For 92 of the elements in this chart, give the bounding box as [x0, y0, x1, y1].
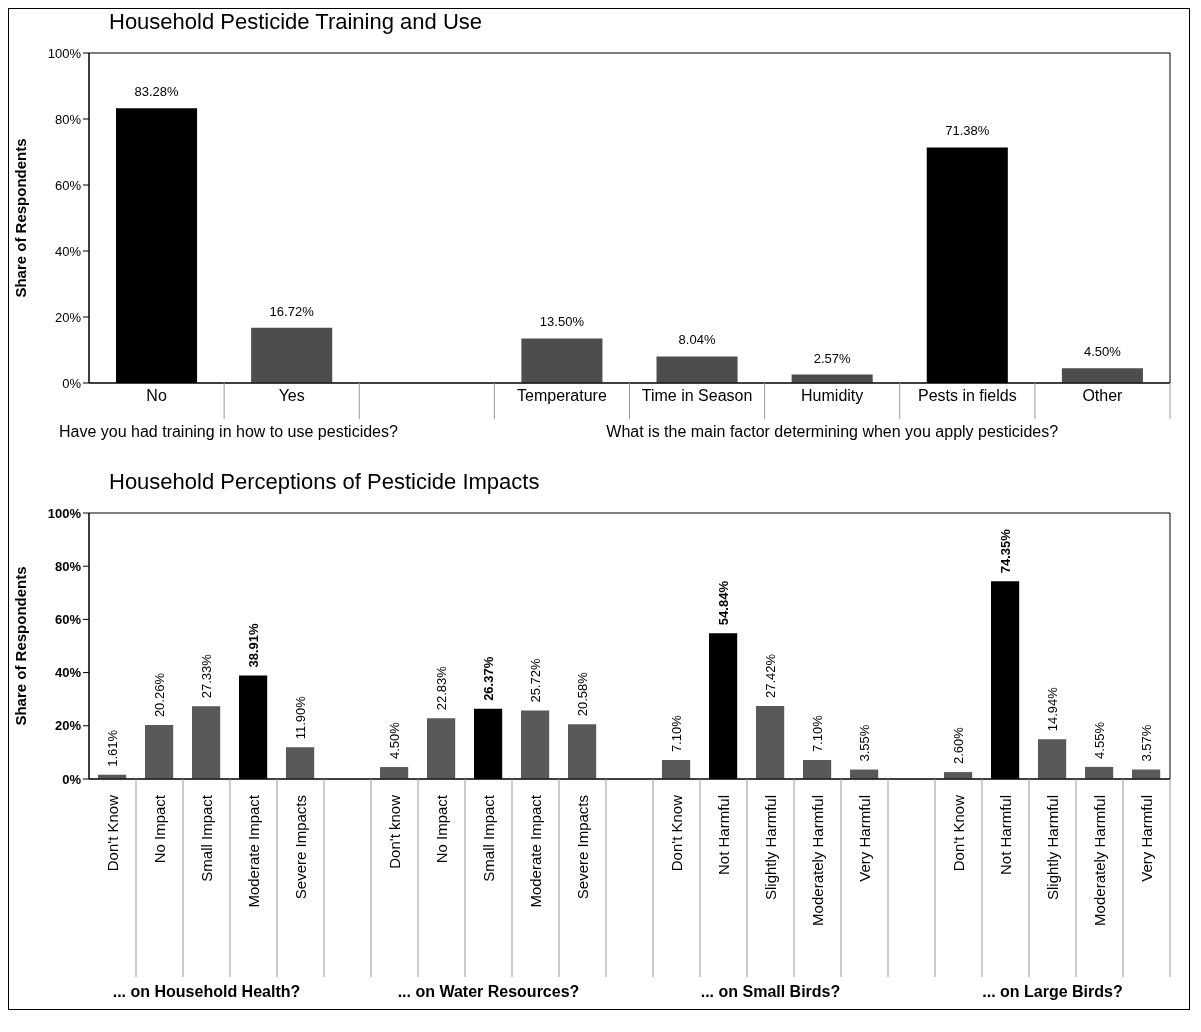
- y-tick-label: 20%: [54, 309, 82, 325]
- y-tick-label: 60%: [54, 612, 82, 628]
- text: ... on Large Birds?: [981, 983, 1124, 1001]
- data-label: 26.37%: [480, 656, 496, 701]
- x-tick-label: Temperature: [517, 387, 607, 404]
- data-label: 22.83%: [433, 665, 449, 711]
- x-tick-label: Moderate Impact: [527, 794, 544, 908]
- y-tick-label: 0%: [62, 771, 82, 787]
- text: Have you had training in how to use pesticides?: [59, 423, 398, 441]
- bar: [286, 747, 315, 779]
- data-label: 71.38%: [945, 123, 990, 139]
- data-label: 4.50%: [386, 721, 402, 760]
- y-tick-label: 40%: [54, 665, 82, 681]
- x-tick-label: Time in Season: [641, 387, 753, 404]
- y-tick-label: 0%: [62, 375, 82, 391]
- x-tick-label: No Impact: [433, 794, 450, 864]
- data-label: 7.10%: [809, 714, 825, 753]
- bar: [145, 725, 174, 779]
- bar: [1061, 368, 1143, 383]
- x-tick-label: Other: [1082, 387, 1124, 404]
- data-label: 38.91%: [245, 622, 261, 668]
- x-tick-label: Severe Impacts: [574, 795, 591, 900]
- y-tick-label: 100%: [47, 45, 82, 61]
- data-label: 7.10%: [668, 714, 684, 753]
- data-label: 20.26%: [151, 672, 167, 718]
- data-label: 74.35%: [997, 528, 1013, 574]
- data-label: 14.94%: [1044, 686, 1060, 732]
- data-label: 16.72%: [269, 303, 315, 319]
- data-label: 27.33%: [198, 653, 214, 699]
- x-tick-label: Pests in fields: [917, 387, 1017, 404]
- x-tick-label: Very Harmful: [1138, 795, 1155, 882]
- text: ... on Household Health?: [111, 983, 302, 1001]
- x-tick-label: Yes: [278, 387, 305, 404]
- x-tick-label: Slightly Harmful: [762, 795, 779, 901]
- chart-title: Household Pesticide Training and Use: [109, 9, 483, 35]
- data-label: 3.55%: [856, 724, 872, 762]
- bar: [1038, 739, 1067, 779]
- chart-title: Household Perceptions of Pesticide Impacts: [109, 469, 540, 495]
- data-label: 3.57%: [1138, 724, 1154, 762]
- bar: [251, 327, 333, 383]
- bar: [521, 338, 603, 383]
- bar: [803, 760, 832, 779]
- x-tick-label: Moderately Harmful: [809, 795, 826, 926]
- bar: [568, 724, 597, 779]
- text: What is the main factor determining when you apply pesticides?: [605, 423, 1060, 441]
- data-label: 54.84%: [715, 580, 731, 626]
- y-tick-label: 20%: [54, 718, 82, 734]
- x-tick-label: Not Harmful: [715, 795, 732, 876]
- data-label: 8.04%: [678, 332, 716, 348]
- x-tick-label: Moderately Harmful: [1091, 795, 1108, 926]
- data-label: 25.72%: [527, 658, 543, 703]
- x-tick-label: Don't Know: [104, 794, 121, 872]
- x-tick-label: Very Harmful: [856, 795, 873, 882]
- bar: [380, 767, 409, 779]
- y-tick-label: 100%: [47, 505, 82, 521]
- x-tick-label: Small Impact: [198, 794, 215, 882]
- data-label: 2.60%: [950, 726, 966, 765]
- data-label: 4.55%: [1091, 721, 1107, 759]
- bar: [427, 718, 456, 779]
- y-axis-title: Share of Respondents: [12, 566, 30, 726]
- y-tick-label: 80%: [54, 111, 82, 127]
- x-tick-label: Don't Know: [950, 794, 967, 872]
- y-tick-label: 80%: [54, 558, 82, 574]
- data-label: 13.50%: [539, 314, 585, 330]
- bar: [756, 706, 785, 779]
- x-tick-label: Humidity: [801, 387, 864, 404]
- data-label: 11.90%: [292, 695, 308, 740]
- data-label: 2.57%: [813, 350, 852, 366]
- x-tick-label: Don't know: [386, 794, 403, 869]
- x-tick-label: Moderate Impact: [245, 794, 262, 908]
- y-tick-label: 60%: [54, 177, 82, 193]
- y-axis-title: Share of Respondents: [12, 138, 30, 298]
- x-tick-label: Not Harmful: [997, 795, 1014, 876]
- x-tick-label: Slightly Harmful: [1044, 795, 1061, 901]
- text: ... on Small Birds?: [699, 983, 842, 1001]
- data-label: 27.42%: [762, 653, 778, 699]
- x-tick-label: Severe Impacts: [292, 795, 309, 900]
- y-tick-label: 40%: [54, 243, 82, 259]
- x-tick-label: Don't Know: [668, 794, 685, 872]
- bar: [521, 710, 550, 779]
- x-tick-label: No: [146, 387, 167, 404]
- bar: [1085, 766, 1114, 779]
- x-tick-label: No Impact: [151, 794, 168, 864]
- bar: [656, 356, 738, 383]
- bar: [192, 706, 221, 779]
- data-label: 4.50%: [1083, 344, 1122, 360]
- data-label: 83.28%: [134, 84, 180, 100]
- data-label: 20.58%: [574, 671, 590, 717]
- x-tick-label: Small Impact: [480, 794, 497, 882]
- data-label: 1.61%: [104, 729, 120, 767]
- bar: [662, 760, 691, 779]
- text: ... on Water Resources?: [396, 983, 581, 1001]
